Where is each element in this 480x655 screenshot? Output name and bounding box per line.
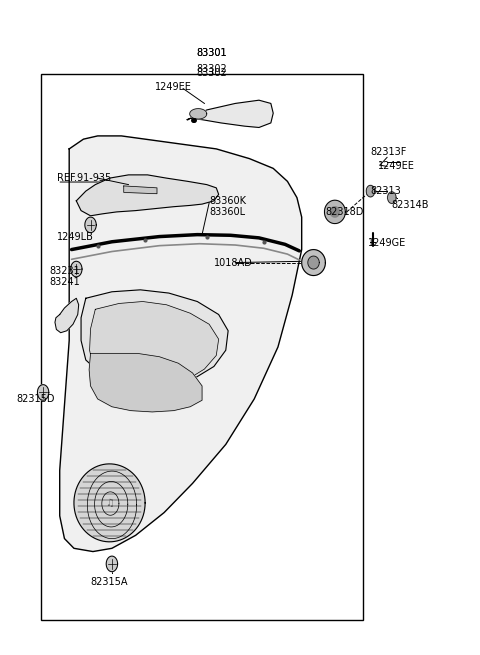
Text: 82315A: 82315A xyxy=(91,577,128,587)
Text: 82313: 82313 xyxy=(371,186,401,196)
Polygon shape xyxy=(366,185,375,197)
Polygon shape xyxy=(55,298,79,333)
Polygon shape xyxy=(187,100,273,128)
Polygon shape xyxy=(60,136,301,552)
Polygon shape xyxy=(37,384,49,400)
Text: 1249EE: 1249EE xyxy=(155,83,192,92)
Text: 83360K: 83360K xyxy=(209,196,246,206)
Text: 82313F: 82313F xyxy=(371,147,407,157)
Polygon shape xyxy=(76,175,219,215)
Bar xyxy=(41,74,363,620)
Text: 83302: 83302 xyxy=(196,67,227,78)
Text: 1249EE: 1249EE xyxy=(378,161,414,172)
Polygon shape xyxy=(81,290,228,387)
Text: 83231: 83231 xyxy=(49,266,80,276)
Text: 82315D: 82315D xyxy=(16,394,55,404)
Text: 82318D: 82318D xyxy=(325,207,364,217)
Polygon shape xyxy=(71,261,82,277)
Polygon shape xyxy=(89,354,202,412)
Text: 82314B: 82314B xyxy=(392,200,429,210)
Text: 83241: 83241 xyxy=(49,277,80,287)
Text: 83301: 83301 xyxy=(196,48,227,58)
Polygon shape xyxy=(308,256,319,269)
Polygon shape xyxy=(388,192,396,204)
Text: 1249GE: 1249GE xyxy=(368,238,407,248)
Polygon shape xyxy=(90,301,219,387)
Polygon shape xyxy=(330,207,340,217)
Polygon shape xyxy=(85,217,96,233)
Text: REF.91-935: REF.91-935 xyxy=(57,173,111,183)
Polygon shape xyxy=(74,464,145,542)
Polygon shape xyxy=(190,109,207,119)
Text: 83301: 83301 xyxy=(196,48,227,58)
Polygon shape xyxy=(302,250,325,276)
Polygon shape xyxy=(324,200,345,223)
Polygon shape xyxy=(106,556,118,572)
Text: 1018AD: 1018AD xyxy=(214,257,252,267)
Text: 1249LB: 1249LB xyxy=(57,232,94,242)
Text: 83360L: 83360L xyxy=(209,207,245,217)
Text: ♫: ♫ xyxy=(105,498,114,508)
Polygon shape xyxy=(124,186,157,194)
Text: 83302: 83302 xyxy=(196,64,227,74)
